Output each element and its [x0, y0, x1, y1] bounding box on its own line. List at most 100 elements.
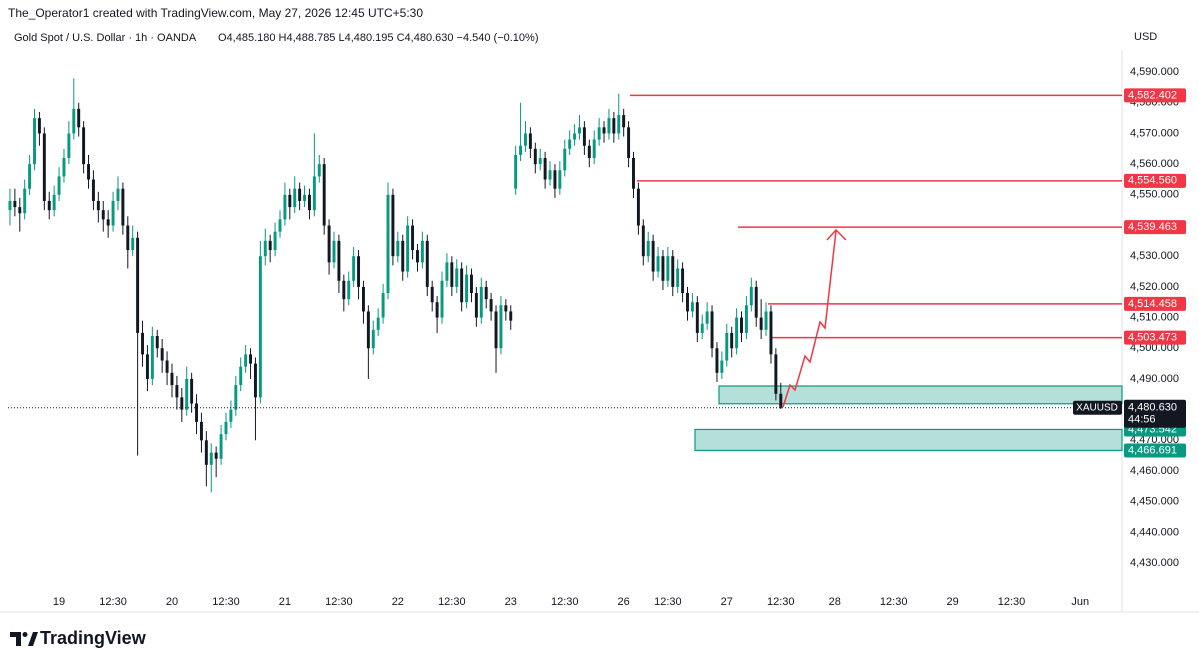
candle-body [445, 262, 449, 281]
candle-body [656, 256, 660, 272]
candle-body [538, 158, 542, 165]
candle-body [87, 164, 90, 180]
candle-body [705, 311, 709, 324]
candle-body [195, 403, 199, 422]
candle-body [298, 188, 302, 201]
x-tick-label: 12:30 [767, 596, 795, 608]
candle-body [391, 194, 395, 257]
candle-body [224, 421, 228, 435]
candle-body [386, 194, 390, 294]
candle-body [352, 256, 356, 281]
brand: TradingView [40, 628, 147, 648]
logo: TradingView [10, 628, 147, 648]
candle-body [116, 188, 120, 201]
candle-body [361, 286, 365, 312]
candle-body [13, 200, 17, 208]
candle-body [293, 188, 297, 208]
candle-body [528, 133, 532, 149]
candle-body [18, 207, 22, 214]
logo-dot [22, 632, 28, 637]
candle-body [695, 302, 699, 333]
candle-body [450, 262, 454, 287]
candle-body [371, 329, 375, 349]
candle-body [744, 305, 748, 333]
candle-body [268, 240, 272, 251]
candle-body [627, 127, 631, 159]
logo-mark [10, 632, 21, 646]
candle-body [170, 372, 174, 386]
y-tick-label: 4,570.000 [1130, 127, 1179, 139]
candle-body [573, 133, 577, 140]
y-tick-label: 4,490.000 [1130, 373, 1179, 385]
candle-body [283, 194, 287, 220]
candle-body [420, 240, 424, 263]
candle-body [533, 148, 537, 165]
candle-body [469, 274, 473, 294]
candle-body [28, 164, 32, 189]
last-price-tag [1124, 399, 1186, 428]
candle-body [666, 256, 670, 281]
x-tick-label: 12:30 [212, 596, 240, 608]
x-tick-label: 22 [392, 596, 404, 608]
zone [694, 428, 1123, 452]
candle-body [209, 452, 213, 465]
projection-arrowhead [826, 228, 847, 241]
candle-body [430, 286, 434, 303]
candle-body [740, 317, 743, 333]
last-price-label: 4,480.630 [1128, 402, 1177, 414]
candle-body [96, 200, 100, 211]
candle-body [199, 421, 203, 441]
candle-body [749, 286, 753, 306]
symbol-tag [1073, 400, 1122, 415]
candle-body [136, 237, 140, 333]
candle-body [258, 256, 262, 398]
candle-body [62, 158, 66, 177]
candle-body [690, 302, 694, 312]
candle-body [641, 225, 645, 257]
price-tag [1124, 220, 1186, 235]
candle-body [381, 293, 385, 318]
candle-body [415, 250, 419, 263]
zone [718, 385, 1123, 405]
candle-body [725, 332, 729, 361]
candle-body [72, 108, 76, 134]
y-tick-label: 4,500.000 [1130, 342, 1179, 354]
candle-body [52, 194, 56, 211]
candle-body [715, 348, 719, 373]
candle-body [612, 118, 616, 134]
candle-body [82, 127, 86, 165]
y-tick-label: 4,530.000 [1130, 250, 1179, 262]
candle-body [499, 305, 503, 349]
price-axis: 4,430.000 4,440.000 4,450.000 4,460.000 4,47… [53, 66, 1186, 608]
candle-body [288, 194, 292, 208]
candle-body [337, 240, 341, 281]
x-tick-label: 12:30 [551, 596, 579, 608]
candle-body [646, 240, 650, 257]
candle-body [357, 256, 361, 287]
y-tick-label: 4,430.000 [1130, 557, 1179, 569]
y-tick-label: 4,550.000 [1130, 189, 1179, 201]
candle-body [651, 240, 655, 272]
x-tick-label: 12:30 [325, 596, 353, 608]
candle-body [150, 335, 154, 379]
price-tag-label: 4,514.458 [1128, 298, 1177, 310]
candle-body [764, 311, 768, 330]
x-tick-label: 12:30 [99, 596, 127, 608]
y-tick-label: 4,460.000 [1130, 465, 1179, 477]
price-tag-label: 4,554.560 [1128, 175, 1177, 187]
candle-body [578, 127, 581, 134]
candle-body [347, 280, 351, 300]
candle-body [8, 200, 12, 211]
candle-body [180, 397, 184, 410]
candle-body [509, 311, 513, 321]
candle-body [121, 188, 125, 226]
candle-body [587, 145, 591, 159]
y-tick-label: 4,560.000 [1130, 158, 1179, 170]
x-tick-label: 27 [721, 596, 733, 608]
candle-body [779, 393, 783, 408]
candle-body [33, 118, 36, 165]
candle-body [219, 434, 223, 459]
price-tag [1124, 88, 1186, 103]
